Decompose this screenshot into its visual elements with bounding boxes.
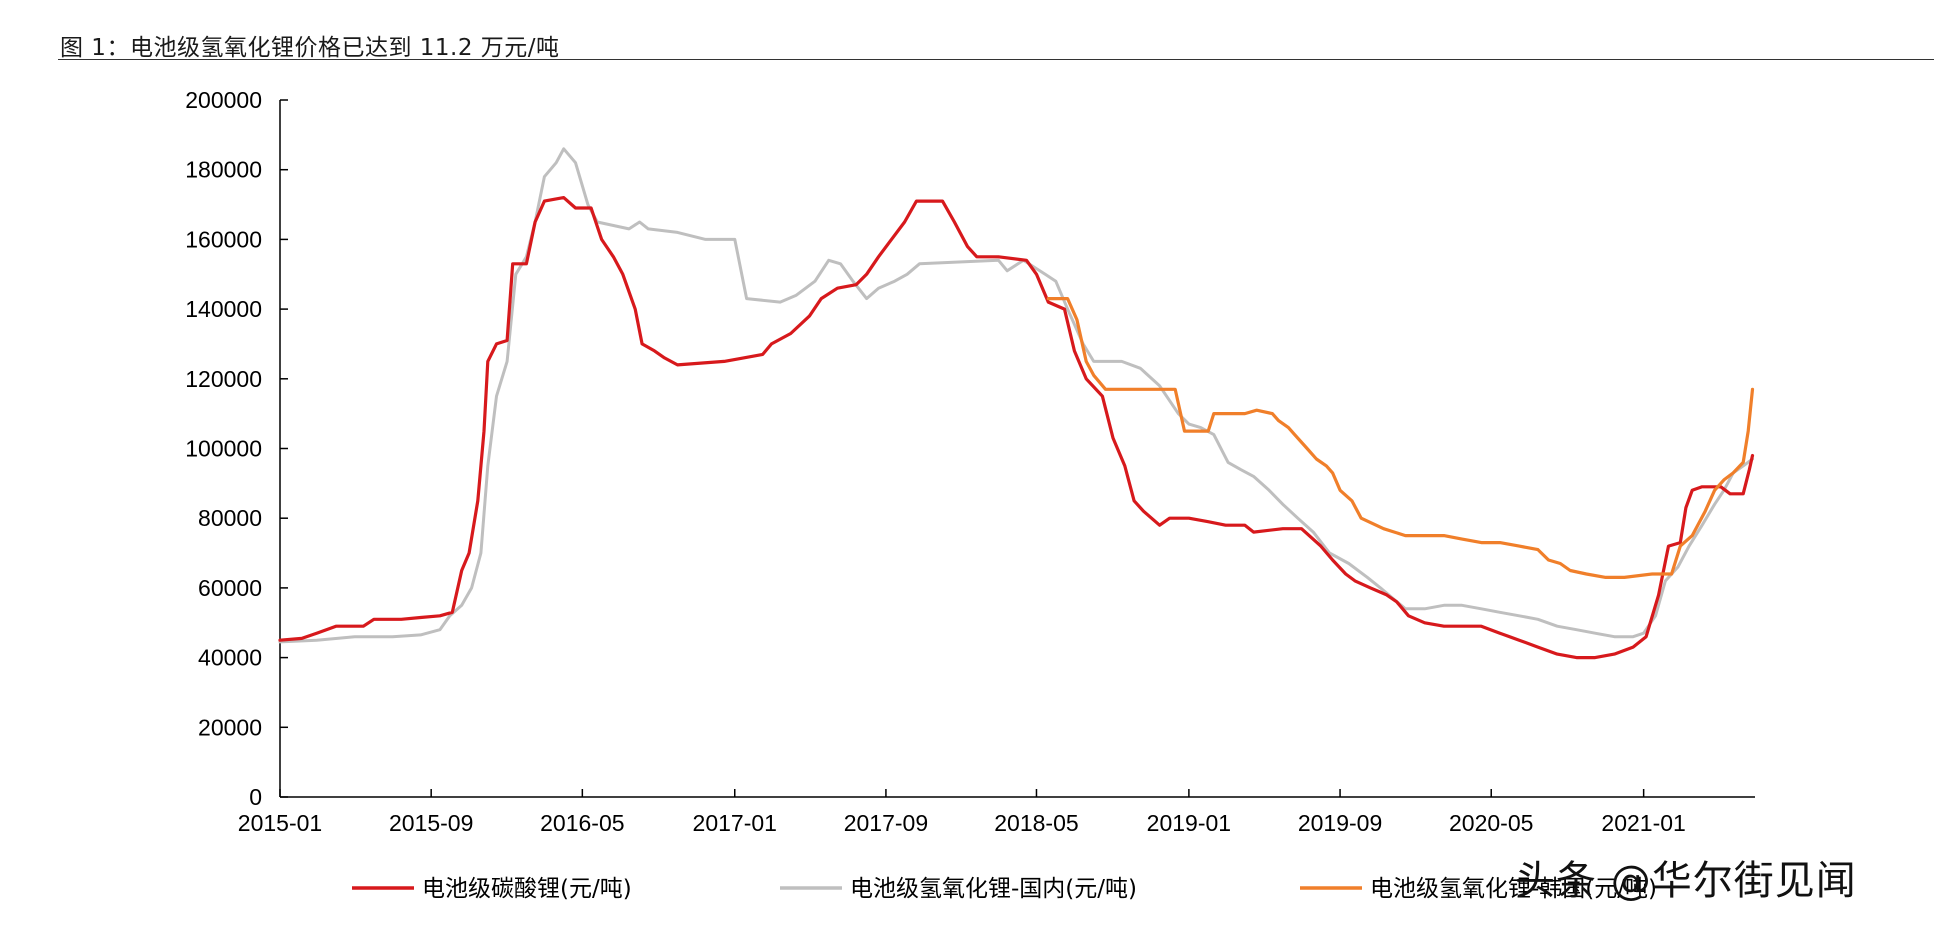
chart-axes	[279, 100, 1755, 798]
series-line-1	[278, 147, 1754, 644]
legend-label-0: 电池级碳酸锂(元/吨)	[422, 876, 632, 902]
y-tick-label: 140000	[185, 296, 262, 322]
x-tick-label: 2019-09	[1298, 810, 1382, 836]
y-tick-label: 180000	[185, 157, 262, 183]
x-tick-label: 2016-05	[540, 810, 624, 836]
x-tick-label: 2015-01	[238, 810, 322, 836]
watermark: 头条 @华尔街见闻	[1515, 858, 1857, 904]
chart-legend: 电池级碳酸锂(元/吨) 电池级氢氧化锂-国内(元/吨) 电池级氢氧化锂-韩国(元/吨…	[352, 876, 1657, 902]
x-tick-label: 2015-09	[389, 810, 473, 836]
series-line-2	[1046, 297, 1755, 579]
y-tick-label: 20000	[198, 714, 262, 740]
series-line-0	[278, 196, 1755, 660]
x-tick-label: 2017-01	[693, 810, 777, 836]
x-tick-label: 2021-01	[1601, 810, 1685, 836]
y-axis-ticks: 0 20000 40000 60000 80000 100000 120000 140000 1…	[185, 87, 288, 810]
y-tick-label: 0	[249, 784, 262, 810]
x-tick-label: 2018-05	[994, 810, 1078, 836]
y-tick-label: 60000	[198, 575, 262, 601]
figure-title: 图 1：电池级氢氧化锂价格已达到 11.2 万元/吨	[60, 35, 560, 61]
series-lines	[278, 147, 1755, 660]
x-tick-label: 2019-01	[1147, 810, 1231, 836]
legend-label-2: 电池级氢氧化锂-韩国(元/吨)	[1370, 876, 1657, 902]
y-tick-label: 40000	[198, 645, 262, 671]
legend-label-1: 电池级氢氧化锂-国内(元/吨)	[850, 876, 1137, 902]
y-tick-label: 80000	[198, 505, 262, 531]
x-tick-label: 2017-09	[844, 810, 928, 836]
x-axis-ticks: 2015-01 2015-09 2016-05 2017-01 2017-09 2018-…	[238, 789, 1686, 836]
y-tick-label: 120000	[185, 366, 262, 392]
y-tick-label: 200000	[185, 87, 262, 113]
y-tick-label: 160000	[185, 226, 262, 252]
y-tick-label: 100000	[185, 436, 262, 462]
title-divider	[58, 59, 1934, 60]
x-tick-label: 2020-05	[1449, 810, 1533, 836]
